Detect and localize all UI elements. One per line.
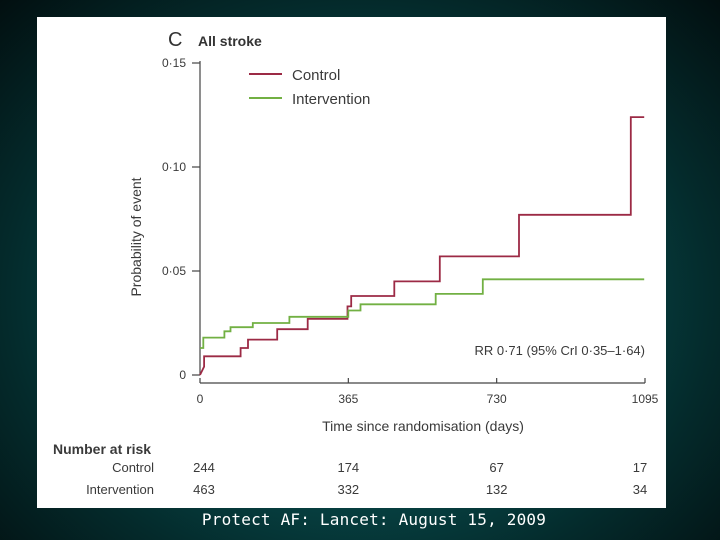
km-chart: C All stroke 0 0·05 0·10 0·15 0 365 730 1095 P… (53, 29, 659, 497)
risk-value-intervention: 463 (193, 482, 215, 497)
risk-values: 244 174 67 17 463 332 132 34 (193, 460, 647, 497)
risk-row-label-intervention: Intervention (86, 482, 154, 497)
x-axis-title: Time since randomisation (days) (322, 418, 524, 434)
panel-letter: C (168, 29, 182, 51)
y-tick-label: 0·05 (162, 264, 186, 278)
x-tick-label: 730 (487, 392, 507, 406)
risk-table-header: Number at risk (53, 441, 151, 457)
x-tick-label: 0 (197, 392, 204, 406)
x-tick-label: 1095 (632, 392, 659, 406)
risk-value-intervention: 132 (486, 482, 508, 497)
series-lines (199, 116, 645, 376)
series-line-intervention (200, 278, 645, 349)
legend: Control Intervention (249, 67, 370, 108)
number-at-risk-table: Number at risk Control Intervention 244 1… (53, 441, 647, 497)
risk-value-control: 174 (337, 460, 359, 475)
risk-value-intervention: 332 (337, 482, 359, 497)
legend-label-intervention: Intervention (292, 91, 370, 108)
y-tick-label: 0·10 (162, 160, 186, 174)
x-axis: 0 365 730 1095 (197, 378, 659, 406)
series-line-control (199, 116, 645, 376)
risk-value-intervention: 34 (633, 482, 647, 497)
y-axis-title: Probability of event (128, 177, 144, 296)
risk-value-control: 67 (489, 460, 503, 475)
rr-annotation: RR 0·71 (95% CrI 0·35–1·64) (474, 343, 645, 358)
y-axis: 0 0·05 0·10 0·15 (162, 56, 201, 382)
risk-row-label-control: Control (112, 460, 154, 475)
chart-panel: C All stroke 0 0·05 0·10 0·15 0 365 730 1095 P… (37, 17, 666, 508)
legend-label-control: Control (292, 67, 340, 84)
footer-caption-text: Protect AF: Lancet: August 15, 2009 (201, 510, 547, 529)
risk-value-control: 244 (193, 460, 215, 475)
risk-value-control: 17 (633, 460, 647, 475)
x-tick-label: 365 (338, 392, 358, 406)
y-tick-label: 0·15 (162, 56, 186, 70)
footer-caption: Protect AF: Lancet: August 15, 2009 (0, 510, 720, 530)
panel-title: All stroke (198, 33, 262, 49)
y-tick-label: 0 (179, 368, 186, 382)
